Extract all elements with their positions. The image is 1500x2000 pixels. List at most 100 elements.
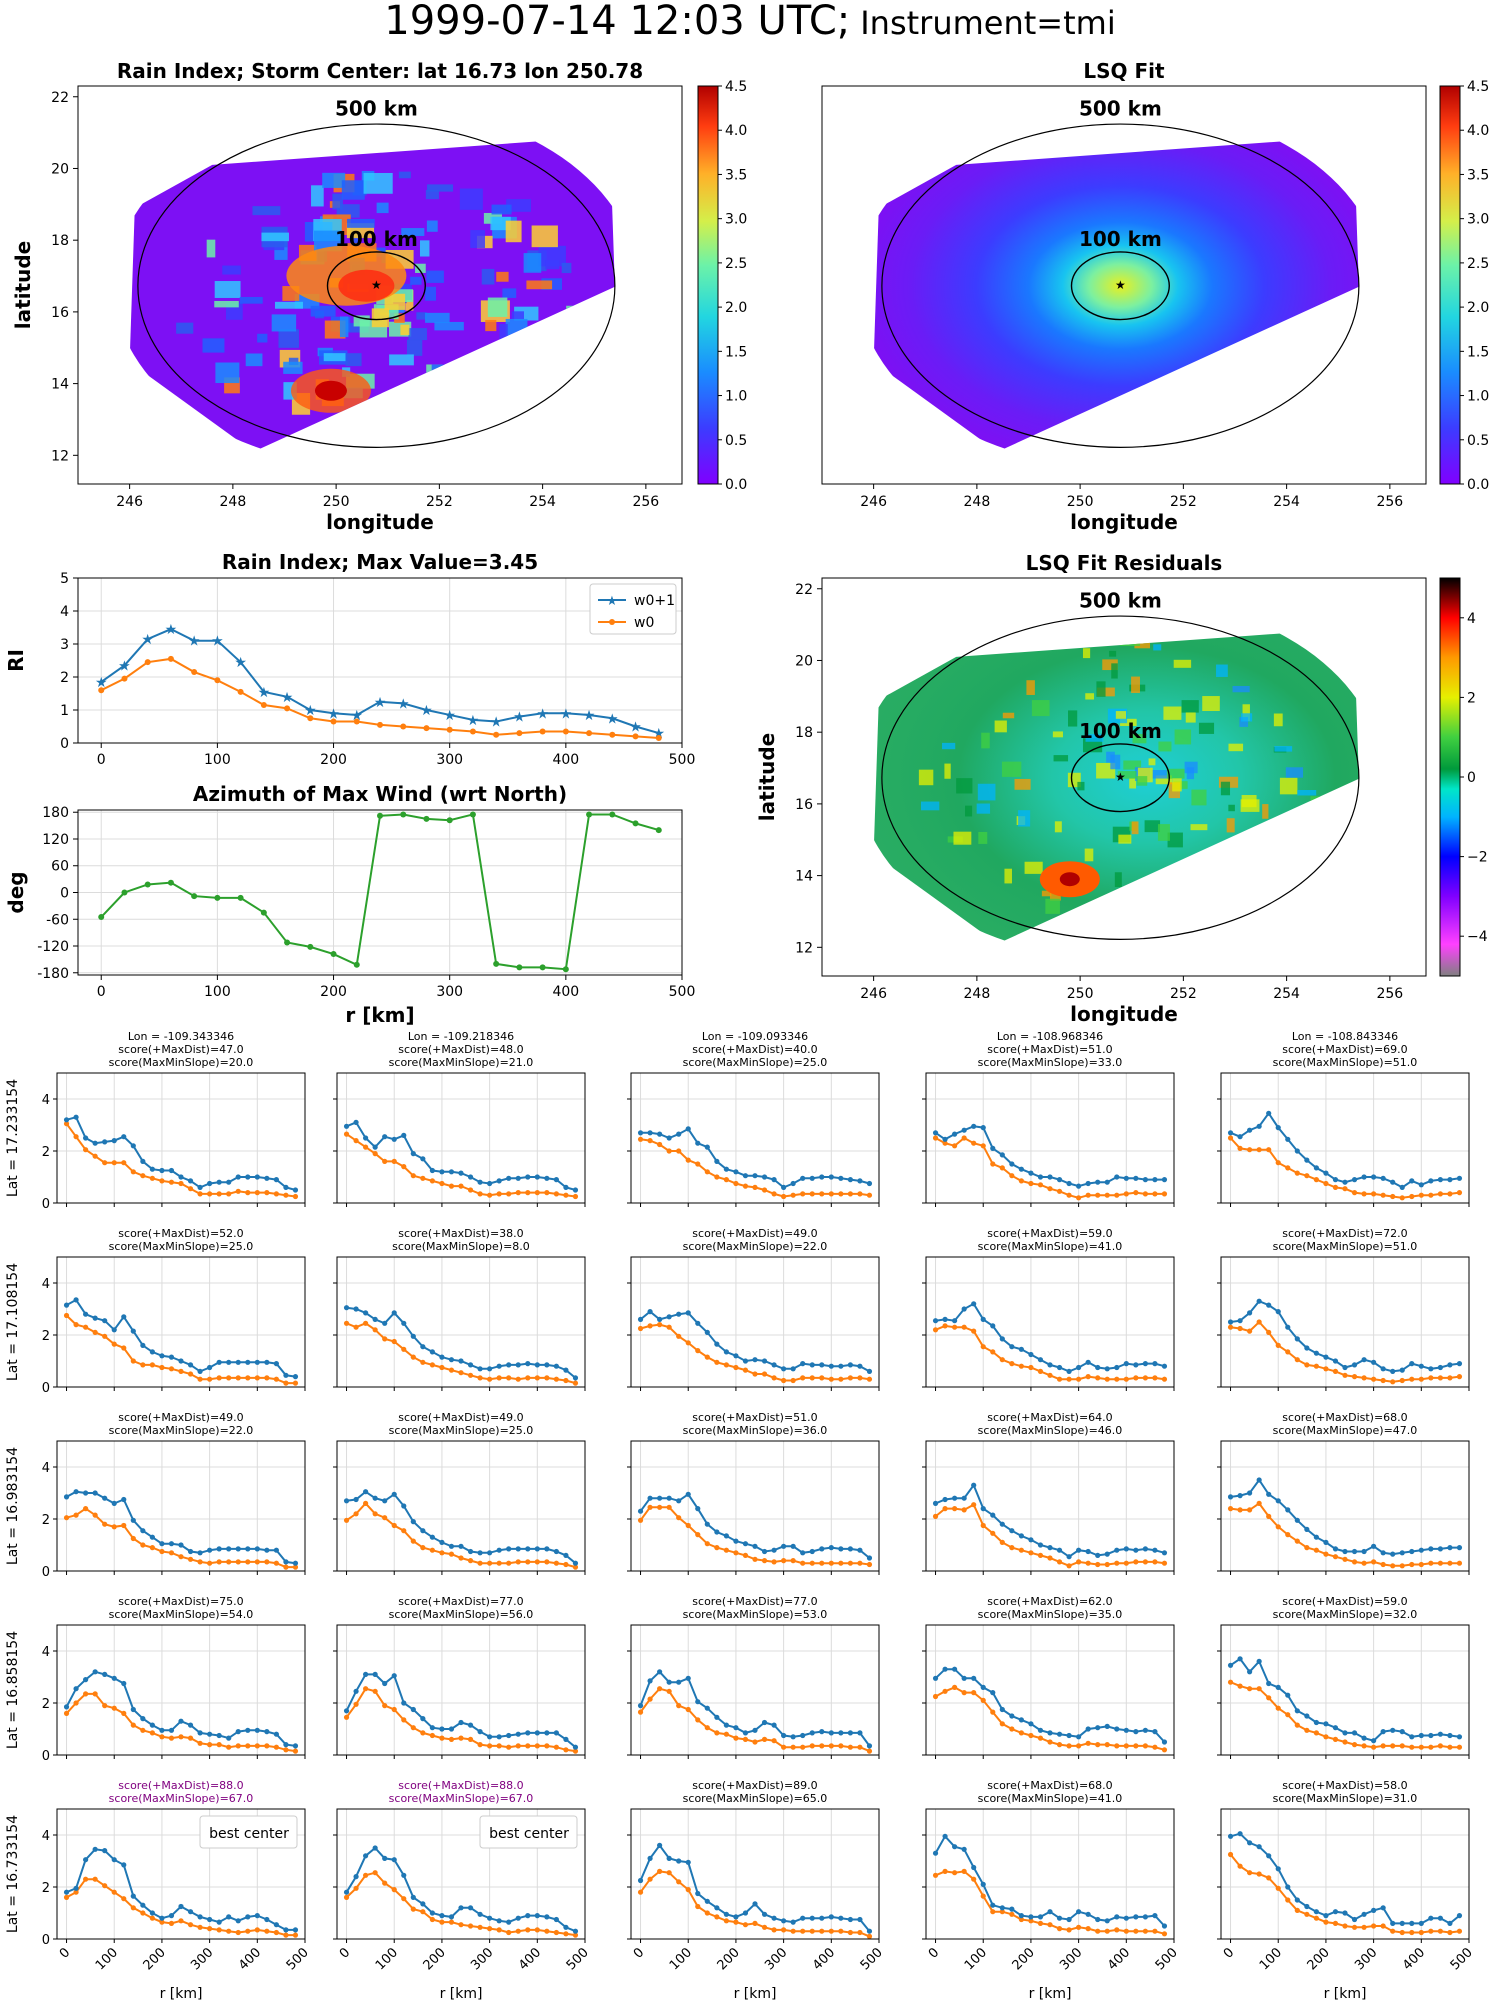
data-point bbox=[1076, 1743, 1082, 1749]
data-point bbox=[448, 1736, 455, 1742]
data-point bbox=[130, 1143, 136, 1149]
data-point bbox=[1418, 1363, 1424, 1369]
rain-cell bbox=[526, 280, 553, 290]
data-point bbox=[245, 1546, 251, 1552]
y-tick-label: 2 bbox=[42, 1881, 50, 1896]
data-point bbox=[130, 1706, 136, 1713]
data-point bbox=[1028, 1918, 1034, 1924]
data-point bbox=[752, 1184, 758, 1190]
data-point bbox=[647, 1323, 653, 1329]
data-point bbox=[283, 1559, 289, 1565]
x-tick-label: 500 bbox=[284, 1945, 312, 1973]
data-point-star: ★ bbox=[629, 720, 642, 736]
data-point bbox=[1313, 1534, 1319, 1540]
data-point bbox=[990, 1690, 996, 1696]
data-point bbox=[1418, 1182, 1424, 1188]
data-point bbox=[999, 1152, 1005, 1158]
data-point bbox=[1037, 1174, 1044, 1180]
residual-cell bbox=[1239, 717, 1249, 727]
data-point bbox=[980, 1684, 986, 1690]
data-point bbox=[515, 1362, 521, 1368]
data-point bbox=[448, 1726, 455, 1732]
data-point bbox=[932, 1513, 939, 1519]
data-point bbox=[372, 1151, 378, 1157]
data-point bbox=[377, 812, 383, 819]
data-point bbox=[1380, 1561, 1386, 1568]
storm-center-star-icon: ★ bbox=[1115, 278, 1126, 292]
data-point bbox=[999, 1521, 1005, 1527]
data-point bbox=[1076, 1734, 1082, 1740]
profile-panel-r5c4: 0 100 200 300 400 500score(+MaxDist)=68.0scor… bbox=[922, 1779, 1181, 2000]
data-point bbox=[283, 1192, 289, 1198]
data-point bbox=[401, 1896, 407, 1902]
data-point bbox=[819, 1743, 825, 1749]
data-point bbox=[1428, 1560, 1434, 1566]
rain-cell bbox=[470, 230, 485, 248]
data-point bbox=[952, 1318, 958, 1324]
data-point bbox=[1056, 1559, 1063, 1565]
data-point bbox=[1047, 1545, 1053, 1551]
score-maxdist: score(+MaxDist)=72.0 bbox=[1282, 1227, 1407, 1240]
data-point bbox=[1076, 1924, 1082, 1930]
data-point bbox=[714, 1905, 720, 1911]
residual-cell bbox=[956, 778, 973, 794]
y-tick-label: 22 bbox=[795, 582, 813, 598]
data-point bbox=[207, 1376, 213, 1382]
data-point bbox=[178, 1358, 184, 1364]
y-tick-label: 14 bbox=[795, 869, 813, 885]
data-point bbox=[1266, 1695, 1272, 1701]
data-point bbox=[515, 1175, 521, 1181]
data-point bbox=[790, 1744, 796, 1750]
y-tick-label: 1 bbox=[60, 703, 69, 719]
data-point bbox=[1418, 1744, 1424, 1750]
score-maxdist: score(+MaxDist)=49.0 bbox=[118, 1411, 243, 1424]
rain-cell bbox=[371, 308, 389, 328]
data-point bbox=[676, 1148, 682, 1154]
data-point bbox=[1123, 1546, 1129, 1552]
data-point bbox=[1161, 1550, 1168, 1556]
data-point bbox=[847, 1177, 853, 1183]
data-point bbox=[952, 1684, 958, 1690]
data-point bbox=[1161, 1363, 1168, 1369]
data-point bbox=[1152, 1375, 1158, 1381]
residual-cell bbox=[1026, 680, 1035, 695]
score-maxminslope: score(MaxMinSlope)=54.0 bbox=[109, 1608, 254, 1621]
data-point bbox=[245, 1559, 251, 1565]
data-point bbox=[254, 1727, 260, 1733]
data-point bbox=[191, 893, 198, 900]
data-point bbox=[149, 1349, 155, 1355]
data-point-star: ★ bbox=[327, 706, 340, 722]
data-point bbox=[1095, 1364, 1101, 1371]
rain-band-south-max bbox=[314, 380, 347, 401]
data-point bbox=[971, 1482, 977, 1488]
data-point bbox=[752, 1901, 758, 1907]
data-point bbox=[1085, 1926, 1091, 1932]
data-point bbox=[216, 1732, 222, 1739]
data-point bbox=[1237, 1325, 1243, 1332]
x-tick-label: 500 bbox=[1153, 1945, 1181, 1973]
x-tick-label: 252 bbox=[426, 494, 453, 510]
data-point bbox=[1123, 1361, 1129, 1367]
data-point bbox=[372, 1845, 378, 1851]
y-tick-label: 0 bbox=[42, 1565, 50, 1580]
data-point bbox=[723, 1349, 729, 1355]
data-point bbox=[245, 1359, 251, 1365]
data-point bbox=[685, 1706, 691, 1713]
rain-cell bbox=[499, 324, 508, 346]
data-point bbox=[429, 1362, 435, 1368]
data-point bbox=[235, 1743, 241, 1749]
data-point bbox=[961, 1324, 967, 1330]
plot-area bbox=[926, 1073, 1174, 1203]
data-point bbox=[292, 1932, 299, 1938]
data-point bbox=[563, 1931, 569, 1937]
data-point bbox=[1409, 1734, 1415, 1740]
data-point bbox=[553, 1929, 559, 1936]
data-point bbox=[515, 1559, 521, 1565]
rain-cell bbox=[322, 172, 346, 188]
y-tick-label: -120 bbox=[37, 939, 69, 955]
data-point bbox=[1076, 1195, 1082, 1201]
data-point bbox=[487, 1734, 493, 1740]
data-point bbox=[149, 1545, 155, 1551]
colorbar-tick-label: 1.5 bbox=[725, 344, 747, 360]
data-point bbox=[273, 1922, 279, 1928]
